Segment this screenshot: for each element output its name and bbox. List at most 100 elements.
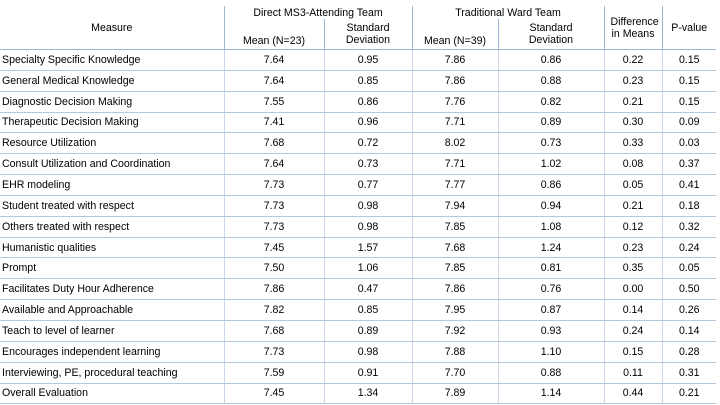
table-row: Available and Approachable 7.82 0.85 7.95 0.…	[0, 299, 716, 321]
mean-direct-cell: 7.73	[224, 174, 325, 196]
sd-direct-cell: 0.98	[324, 216, 413, 238]
table-row: Specialty Specific Knowledge 7.64 0.95 7.86…	[0, 49, 716, 71]
table-header: Measure Direct MS3-Attending Team Tradit…	[0, 6, 716, 50]
header-group-traditional: Traditional Ward Team	[412, 6, 605, 19]
mean-traditional-cell: 7.68	[412, 237, 499, 259]
mean-traditional-cell: 7.70	[412, 362, 499, 384]
mean-direct-cell: 7.73	[224, 216, 325, 238]
sd-traditional-cell: 0.81	[498, 257, 605, 280]
sd-direct-cell: 1.06	[324, 257, 413, 280]
header-sd-traditional: Standard Deviation	[498, 19, 605, 50]
mean-traditional-cell: 7.76	[412, 91, 499, 113]
pvalue-cell: 0.50	[662, 278, 716, 301]
mean-traditional-cell: 8.02	[412, 132, 499, 155]
pvalue-cell: 0.37	[662, 153, 716, 176]
sd-direct-cell: 0.72	[324, 132, 413, 155]
comparison-table-container: Measure Direct MS3-Attending Team Tradit…	[0, 6, 720, 405]
sd-traditional-cell: 1.02	[498, 153, 605, 176]
difference-cell: 0.22	[604, 49, 663, 71]
mean-direct-cell: 7.73	[224, 341, 325, 363]
sd-traditional-cell: 0.86	[498, 174, 605, 196]
sd-traditional-cell: 0.94	[498, 195, 605, 217]
mean-traditional-cell: 7.89	[412, 383, 499, 405]
difference-cell: 0.14	[604, 299, 663, 321]
measure-cell: Specialty Specific Knowledge	[0, 49, 225, 71]
measure-cell: Teach to level of learner	[0, 320, 225, 342]
mean-direct-cell: 7.64	[224, 70, 325, 92]
measure-cell: Resource Utilization	[0, 132, 225, 155]
header-difference: Difference in Means	[604, 6, 663, 50]
measure-cell: Consult Utilization and Coordination	[0, 153, 225, 176]
mean-direct-cell: 7.45	[224, 383, 325, 405]
header-sd-direct: Standard Deviation	[324, 19, 413, 50]
sd-traditional-cell: 0.88	[498, 70, 605, 92]
sd-direct-cell: 0.47	[324, 278, 413, 301]
mean-traditional-cell: 7.86	[412, 278, 499, 301]
pvalue-cell: 0.09	[662, 112, 716, 134]
sd-traditional-cell: 0.86	[498, 49, 605, 71]
sd-traditional-cell: 0.82	[498, 91, 605, 113]
mean-traditional-cell: 7.77	[412, 174, 499, 196]
table-row: EHR modeling 7.73 0.77 7.77 0.86 0.05 0.41	[0, 174, 716, 196]
difference-cell: 0.21	[604, 91, 663, 113]
measure-cell: Prompt	[0, 257, 225, 280]
sd-traditional-cell: 1.08	[498, 216, 605, 238]
mean-direct-cell: 7.68	[224, 320, 325, 342]
measure-cell: General Medical Knowledge	[0, 70, 225, 92]
sd-direct-cell: 1.57	[324, 237, 413, 259]
measure-cell: Therapeutic Decision Making	[0, 112, 225, 134]
mean-direct-cell: 7.86	[224, 278, 325, 301]
pvalue-cell: 0.15	[662, 70, 716, 92]
header-mean-direct: Mean (N=23)	[224, 19, 325, 50]
difference-cell: 0.30	[604, 112, 663, 134]
difference-cell: 0.00	[604, 278, 663, 301]
sd-traditional-cell: 1.24	[498, 237, 605, 259]
mean-direct-cell: 7.64	[224, 153, 325, 176]
difference-cell: 0.44	[604, 383, 663, 405]
mean-direct-cell: 7.45	[224, 237, 325, 259]
comparison-table: Measure Direct MS3-Attending Team Tradit…	[0, 6, 716, 405]
table-row: Teach to level of learner 7.68 0.89 7.92 0.9…	[0, 320, 716, 342]
sd-traditional-cell: 0.93	[498, 320, 605, 342]
measure-cell: Diagnostic Decision Making	[0, 91, 225, 113]
mean-traditional-cell: 7.92	[412, 320, 499, 342]
pvalue-cell: 0.32	[662, 216, 716, 238]
pvalue-cell: 0.15	[662, 91, 716, 113]
mean-traditional-cell: 7.88	[412, 341, 499, 363]
sd-traditional-cell: 0.88	[498, 362, 605, 384]
table-row: Consult Utilization and Coordination 7.64…	[0, 153, 716, 176]
table-row: Facilitates Duty Hour Adherence 7.86 0.47 7…	[0, 278, 716, 301]
pvalue-cell: 0.24	[662, 237, 716, 259]
mean-direct-cell: 7.55	[224, 91, 325, 113]
mean-direct-cell: 7.82	[224, 299, 325, 321]
measure-cell: Interviewing, PE, procedural teaching	[0, 362, 225, 384]
mean-direct-cell: 7.73	[224, 195, 325, 217]
difference-cell: 0.05	[604, 174, 663, 196]
measure-cell: Facilitates Duty Hour Adherence	[0, 278, 225, 301]
pvalue-cell: 0.03	[662, 132, 716, 155]
difference-cell: 0.12	[604, 216, 663, 238]
pvalue-cell: 0.31	[662, 362, 716, 384]
mean-direct-cell: 7.59	[224, 362, 325, 384]
table-row: Prompt 7.50 1.06 7.85 0.81 0.35 0.05	[0, 257, 716, 280]
sd-direct-cell: 0.77	[324, 174, 413, 196]
mean-traditional-cell: 7.85	[412, 257, 499, 280]
measure-cell: Encourages independent learning	[0, 341, 225, 363]
mean-direct-cell: 7.41	[224, 112, 325, 134]
measure-cell: Available and Approachable	[0, 299, 225, 321]
mean-traditional-cell: 7.86	[412, 70, 499, 92]
table-row: Interviewing, PE, procedural teaching 7.5…	[0, 362, 716, 384]
sd-traditional-cell: 1.10	[498, 341, 605, 363]
mean-traditional-cell: 7.94	[412, 195, 499, 217]
sd-direct-cell: 0.86	[324, 91, 413, 113]
table-row: Resource Utilization 7.68 0.72 8.02 0.73 0.33…	[0, 132, 716, 155]
mean-direct-cell: 7.50	[224, 257, 325, 280]
pvalue-cell: 0.26	[662, 299, 716, 321]
difference-cell: 0.23	[604, 70, 663, 92]
difference-cell: 0.15	[604, 341, 663, 363]
measure-cell: Student treated with respect	[0, 195, 225, 217]
pvalue-cell: 0.15	[662, 49, 716, 71]
sd-direct-cell: 0.89	[324, 320, 413, 342]
mean-traditional-cell: 7.95	[412, 299, 499, 321]
table-row: Encourages independent learning 7.73 0.98 7…	[0, 341, 716, 363]
